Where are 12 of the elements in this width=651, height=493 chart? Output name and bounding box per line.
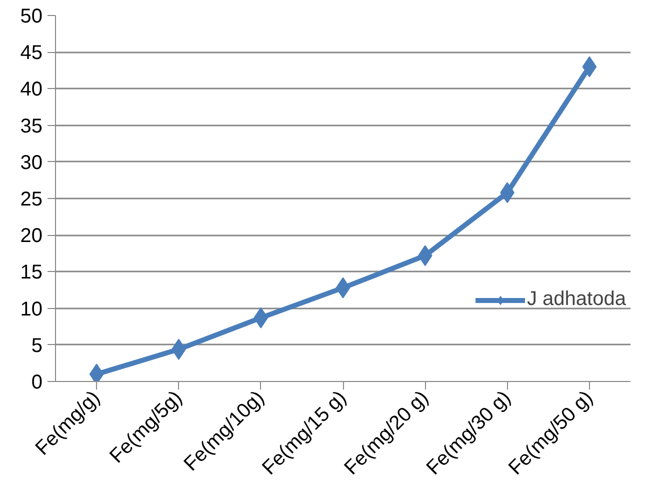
y-tick-label: 45 bbox=[20, 42, 43, 64]
y-tick-label: 0 bbox=[31, 372, 42, 394]
y-tick-label: 25 bbox=[20, 188, 43, 210]
legend-label: J adhatoda bbox=[527, 288, 626, 311]
y-tick-label: 5 bbox=[31, 334, 42, 357]
y-tick-label: 10 bbox=[20, 298, 43, 320]
y-tick-label: 50 bbox=[20, 6, 43, 28]
y-tick-label: 15 bbox=[20, 262, 43, 284]
y-tick-label: 35 bbox=[20, 115, 43, 138]
y-tick-label: 30 bbox=[20, 152, 43, 174]
y-tick-label: 40 bbox=[20, 78, 43, 101]
y-tick-label: 20 bbox=[20, 225, 43, 248]
